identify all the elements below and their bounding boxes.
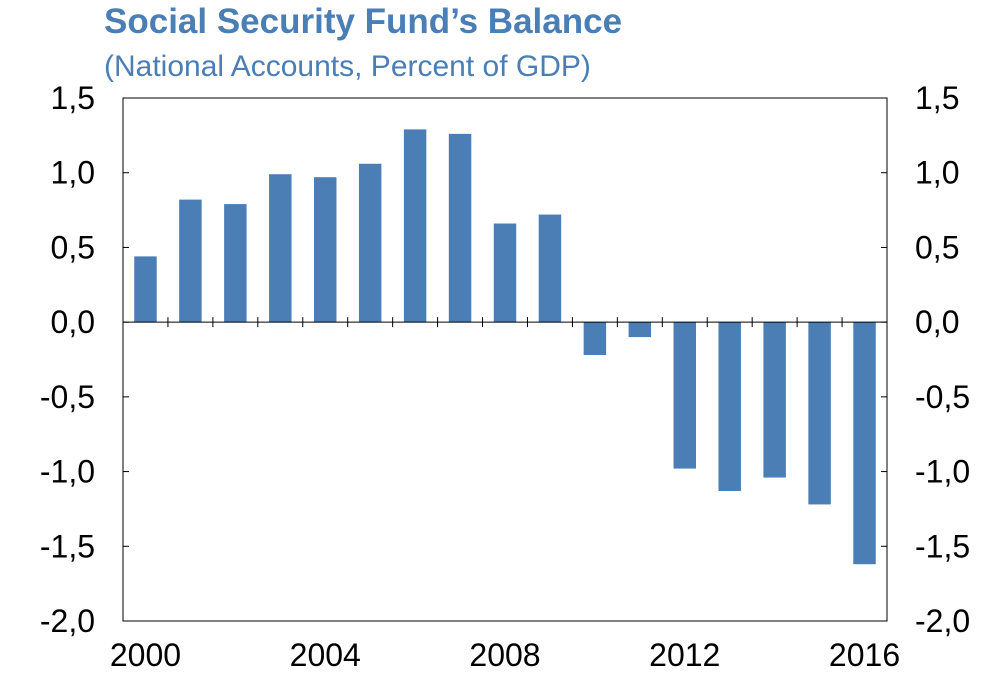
bar-2001: [179, 199, 202, 323]
bar-2012: [673, 322, 696, 469]
bar-2005: [358, 163, 382, 323]
chart-title: Social Security Fund’s Balance: [104, 2, 623, 41]
bar-2010: [583, 322, 607, 356]
x-tick-label: 2016: [829, 637, 900, 673]
bar-2011: [628, 322, 652, 338]
bar-2015: [808, 322, 831, 505]
bar-2009: [538, 214, 562, 323]
y-tick-label-right: -2,0: [915, 603, 970, 639]
y-tick-label-right: -1,0: [915, 454, 970, 490]
bar-2002: [224, 204, 247, 323]
y-tick-label-left: 1,5: [51, 80, 95, 116]
bar-2016: [853, 322, 876, 565]
y-tick-label-left: -2,0: [40, 603, 95, 639]
y-tick-label-left: 0,0: [51, 304, 95, 340]
y-tick-label-right: -1,5: [915, 528, 970, 564]
y-tick-label-left: -1,5: [40, 528, 95, 564]
x-tick-label: 2004: [290, 637, 361, 673]
y-tick-label-right: 1,0: [915, 155, 959, 191]
y-tick-label-right: 0,5: [915, 229, 959, 265]
bar-2014: [763, 322, 786, 478]
bar-2003: [269, 174, 292, 323]
bar-2004: [314, 177, 337, 323]
x-tick-label: 2008: [469, 637, 540, 673]
chart-subtitle: (National Accounts, Percent of GDP): [104, 50, 591, 83]
x-tick-label: 2012: [649, 637, 720, 673]
y-tick-label-right: -0,5: [915, 379, 970, 415]
bar-2000: [134, 256, 157, 323]
x-tick-label: 2000: [110, 637, 181, 673]
bar-2007: [448, 133, 472, 323]
bar-2006: [403, 129, 427, 323]
y-tick-label-left: 1,0: [51, 155, 95, 191]
bar-2008: [493, 223, 517, 323]
y-tick-label-left: 0,5: [51, 229, 95, 265]
plot-area: [122, 97, 888, 622]
y-tick-label-right: 1,5: [915, 80, 959, 116]
y-tick-label-left: -1,0: [40, 454, 95, 490]
y-tick-label-right: 0,0: [915, 304, 959, 340]
bar-2013: [718, 322, 741, 491]
y-tick-label-left: -0,5: [40, 379, 95, 415]
